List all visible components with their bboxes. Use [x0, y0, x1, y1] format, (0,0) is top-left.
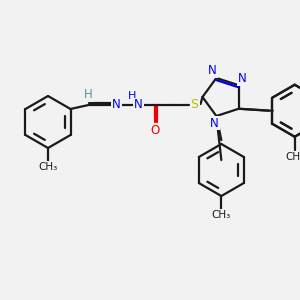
Text: N: N — [210, 116, 219, 130]
Text: N: N — [112, 98, 121, 112]
Text: H: H — [128, 91, 137, 101]
Text: H: H — [84, 88, 93, 101]
Text: CH₃: CH₃ — [285, 152, 300, 162]
Text: O: O — [150, 124, 159, 137]
Text: N: N — [134, 98, 143, 112]
Text: N: N — [208, 64, 217, 77]
Text: N: N — [238, 72, 247, 85]
Text: CH₃: CH₃ — [38, 162, 58, 172]
Text: S: S — [190, 98, 199, 110]
Text: CH₃: CH₃ — [212, 210, 231, 220]
